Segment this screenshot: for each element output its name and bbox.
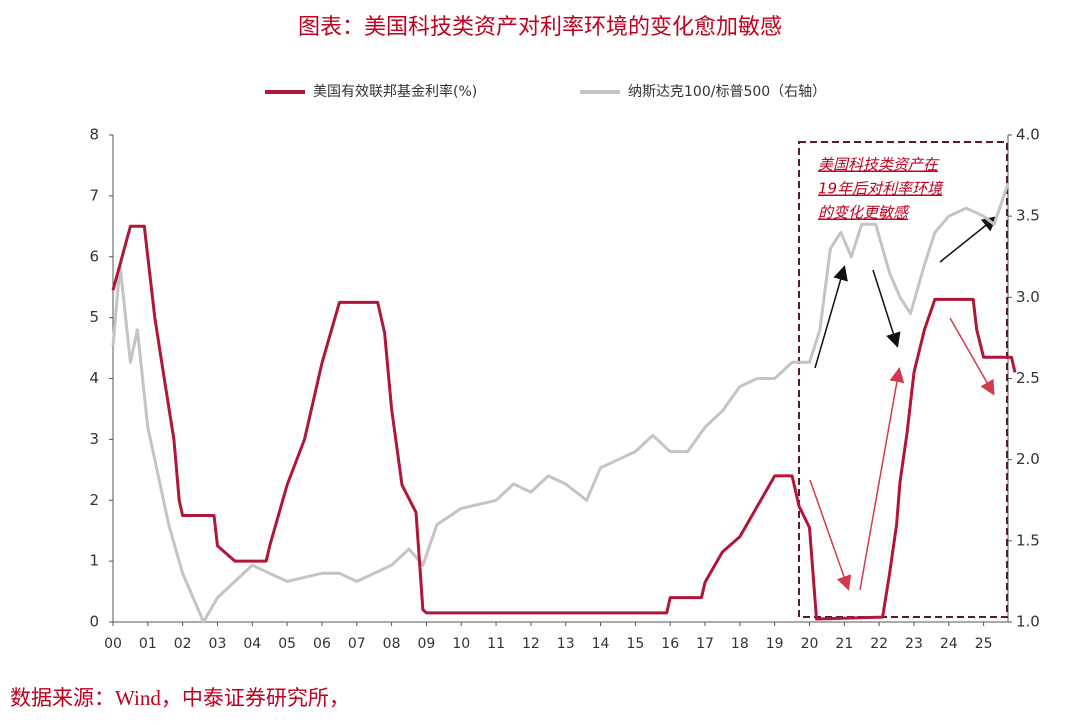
y-tick-label: 8: [89, 126, 99, 144]
y-tick-label: 5: [89, 308, 99, 326]
y2-tick-label: 4.0: [1016, 126, 1040, 144]
y-tick-label: 2: [89, 491, 99, 509]
line-series: [111, 183, 1010, 624]
y2-tick-label: 2.0: [1016, 450, 1040, 468]
x-tick-label: 17: [696, 636, 714, 652]
x-tick-label: 15: [626, 636, 644, 652]
x-tick-label: 22: [870, 636, 888, 652]
legend-label: 纳斯达克100/标普500（右轴）: [628, 84, 826, 100]
x-tick-label: 04: [243, 636, 261, 652]
annotation: 美国科技类资产在: [818, 156, 940, 174]
x-tick-label: 01: [139, 636, 157, 652]
y-tick-label: 7: [89, 186, 99, 204]
y2-tick-label: 3.0: [1016, 288, 1040, 306]
arrow: [809, 479, 852, 591]
arrow: [814, 265, 848, 369]
y-tick-label: 1: [89, 552, 99, 570]
y2-tick-label: 2.5: [1016, 369, 1040, 387]
y2-tick-label: 1.5: [1016, 531, 1040, 549]
x-tick-label: 25: [975, 636, 993, 652]
line-series: [111, 224, 1017, 621]
x-tick-label: 07: [348, 636, 366, 652]
x-tick-label: 10: [452, 636, 470, 652]
x-tick-label: 02: [174, 636, 192, 652]
x-tick-label: 00: [104, 636, 122, 652]
x-tick-label: 20: [801, 636, 819, 652]
x-tick-label: 03: [209, 636, 227, 652]
x-tick-label: 24: [940, 636, 958, 652]
x-tick-label: 05: [278, 636, 296, 652]
legend-label: 美国有效联邦基金利率(%): [313, 83, 477, 100]
y-tick-label: 4: [89, 369, 99, 387]
y-tick-label: 3: [89, 430, 99, 448]
chart-title: 图表：美国科技类资产对利率环境的变化愈加敏感: [298, 15, 782, 40]
y-tick-label: 6: [89, 247, 99, 265]
x-tick-label: 18: [731, 636, 749, 652]
arrow: [949, 317, 995, 396]
y-tick-label: 0: [89, 613, 99, 631]
y2-tick-label: 3.5: [1016, 207, 1040, 225]
highlight-box: [798, 141, 1008, 618]
arrow: [859, 367, 905, 591]
x-tick-label: 21: [835, 636, 853, 652]
arrow: [939, 216, 998, 263]
x-tick-label: 16: [661, 636, 679, 652]
x-tick-label: 13: [557, 636, 575, 652]
x-tick-label: 06: [313, 636, 331, 652]
x-tick-label: 08: [383, 636, 401, 652]
annotation: 的变化更敏感: [818, 204, 910, 222]
arrows: [809, 216, 998, 591]
x-tick-label: 23: [905, 636, 923, 652]
arrow: [872, 269, 901, 348]
x-tick-label: 12: [522, 636, 540, 652]
source: 数据来源：Wind，中泰证券研究所，: [10, 686, 350, 710]
annotation: 19年后对利率环境: [818, 180, 944, 198]
x-tick-label: 09: [418, 636, 436, 652]
x-tick-label: 11: [487, 636, 505, 652]
y2-tick-label: 1.0: [1016, 613, 1040, 631]
x-tick-label: 19: [766, 636, 784, 652]
x-tick-label: 14: [592, 636, 610, 652]
